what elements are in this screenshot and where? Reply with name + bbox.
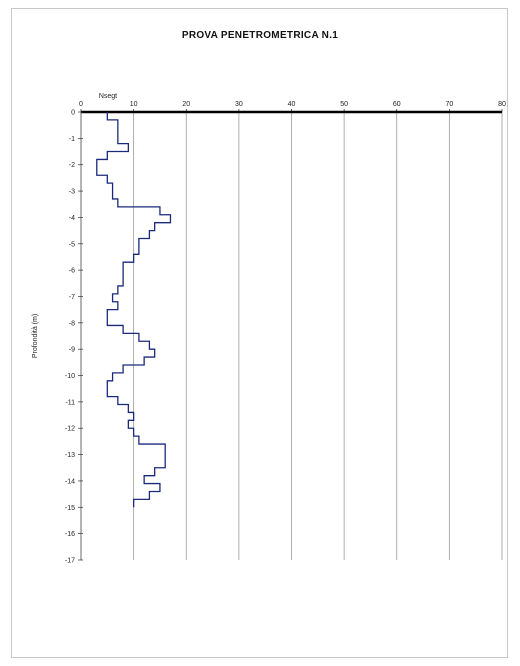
y-tick-label: -10: [65, 373, 75, 380]
y-tick-label: -9: [69, 347, 75, 354]
y-tick-label: -16: [65, 531, 75, 538]
y-tick-label: -15: [65, 505, 75, 512]
plot-area: [96, 112, 172, 508]
x-tick-label: 20: [182, 101, 190, 108]
x-tick-label: 60: [393, 101, 401, 108]
y-tick-label: -5: [69, 241, 75, 248]
y-tick-label: -3: [69, 189, 75, 196]
y-tick-label: -13: [65, 452, 75, 459]
series-line: [96, 112, 172, 508]
y-tick-label: -14: [65, 478, 75, 485]
y-tick-label: -8: [69, 320, 75, 327]
y-axis-label: Profondità (m): [32, 314, 39, 358]
y-axis: 0 -1 -2 -3 -4 -5 -6 -7 -8 -9 -10 -11 -12 -13 -14 -15 -16…: [65, 110, 83, 565]
y-tick-label: -6: [69, 268, 75, 275]
y-tick-label: -12: [65, 426, 75, 433]
x-tick-label: 70: [445, 101, 453, 108]
y-tick-label: -1: [69, 136, 75, 143]
x-tick-label: 10: [130, 101, 138, 108]
y-tick-label: -7: [69, 294, 75, 301]
chart-grid: [133, 112, 503, 560]
x-axis: 0 10 20 30 40 50 60 70 80: [79, 101, 506, 114]
y-tick-label: 0: [71, 110, 75, 117]
y-tick-label: -2: [69, 162, 75, 169]
y-tick-label: -4: [69, 215, 75, 222]
x-tick-label: 40: [288, 101, 296, 108]
x-axis-label: Nsegt: [99, 93, 117, 100]
x-tick-label: 30: [235, 101, 243, 108]
y-tick-label: -11: [65, 399, 75, 406]
y-tick-label: -17: [65, 558, 75, 565]
chart-frame: [11, 8, 508, 658]
x-tick-label: 80: [498, 101, 506, 108]
chart-title: PROVA PENETROMETRICA N.1: [181, 30, 339, 41]
x-tick-label: 0: [79, 101, 83, 108]
x-tick-label: 50: [340, 101, 348, 108]
